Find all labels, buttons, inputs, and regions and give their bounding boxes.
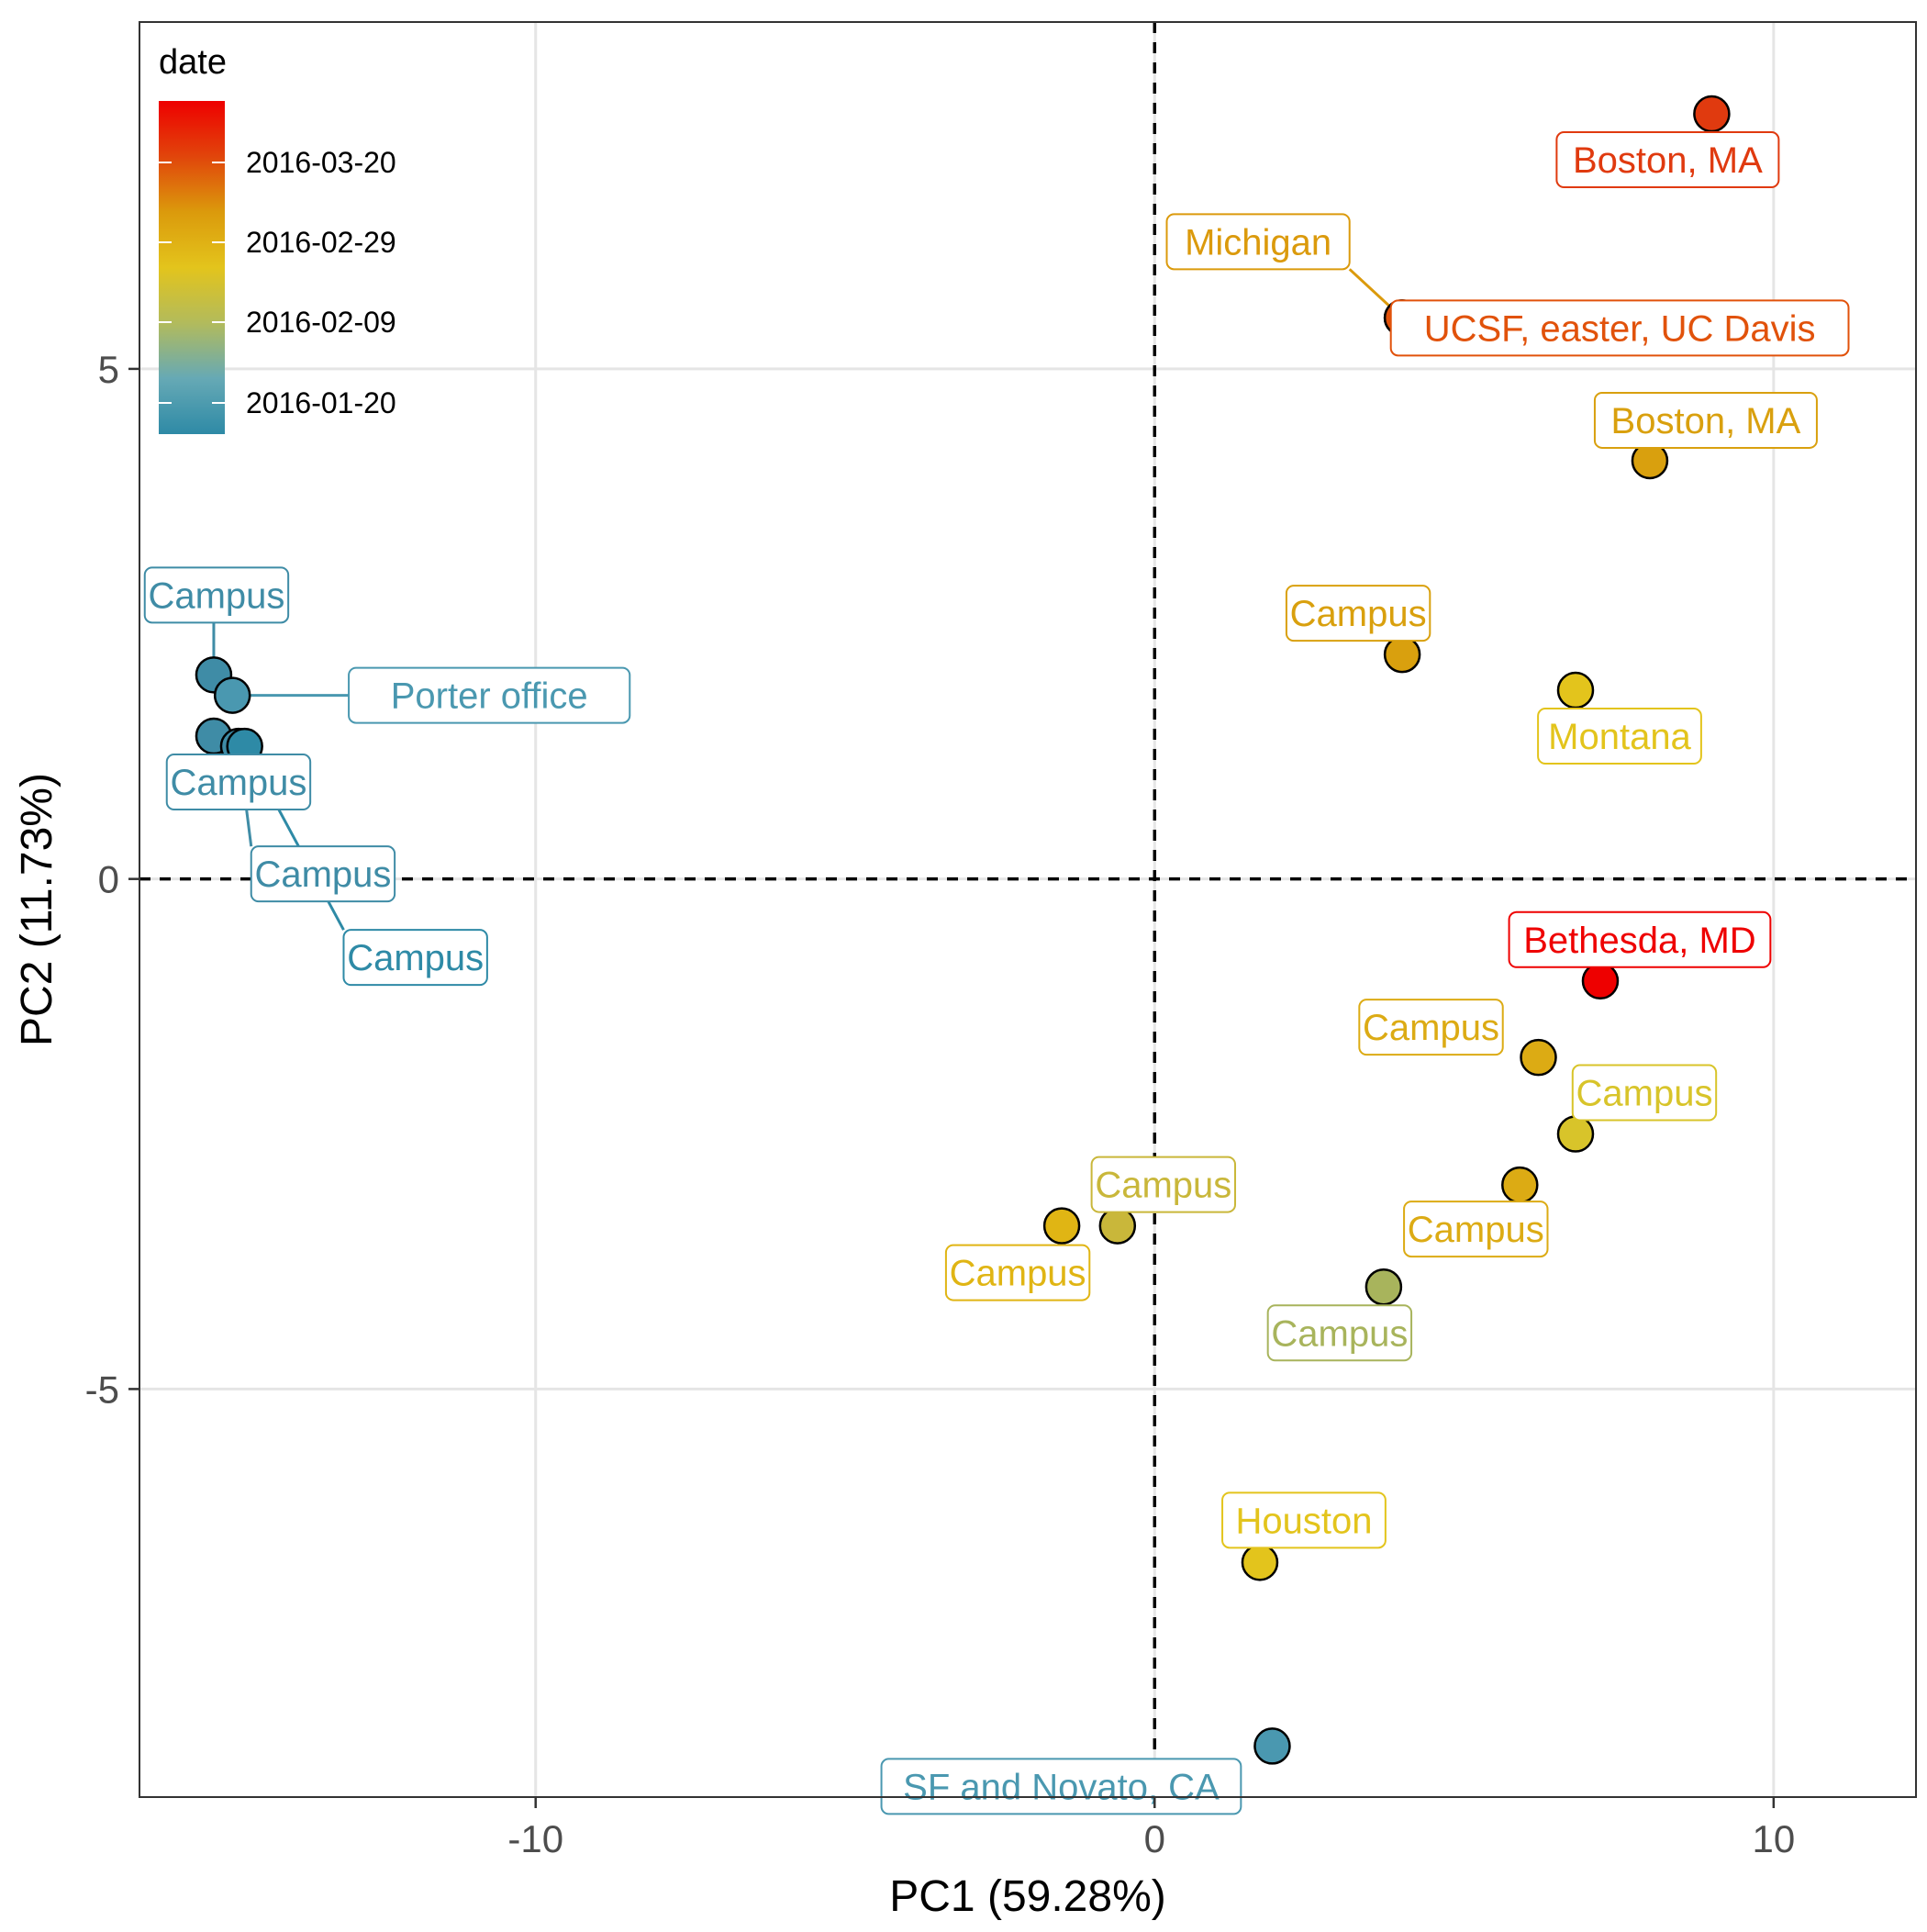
point-label-box — [1090, 1156, 1237, 1213]
point-label-box — [944, 1244, 1091, 1301]
point-label-text: Montana — [1548, 717, 1691, 757]
point-label-box — [1508, 910, 1772, 968]
data-point — [1501, 1166, 1539, 1204]
point-label: SF and Novato, CA — [880, 1758, 1242, 1815]
reference-lines — [139, 22, 1916, 1797]
point-label-text: Michigan — [1185, 222, 1331, 262]
point-label-text: Campus — [950, 1254, 1086, 1294]
x-axis-title: PC1 (59.28%) — [889, 1872, 1165, 1921]
point-label-text: Campus — [148, 575, 284, 616]
point-label-box — [1403, 1201, 1549, 1258]
point-label: Campus — [165, 754, 312, 811]
data-point — [1241, 1544, 1279, 1581]
point-label-box — [880, 1758, 1242, 1815]
plot-panel-border — [139, 21, 1917, 1798]
legend-title: date — [159, 43, 227, 82]
point-label-text: Boston, MA — [1573, 140, 1763, 181]
point-label: Campus — [342, 929, 488, 987]
data-point — [1042, 1207, 1081, 1245]
point-label: Porter office — [348, 666, 631, 724]
point-label: Campus — [1403, 1201, 1549, 1258]
point-labels: Boston, MA Michigan UCSF, easter, UC Davis… — [143, 131, 1850, 1815]
point-label-box — [1221, 1491, 1387, 1549]
point-label: Bethesda, MD — [1508, 910, 1772, 968]
data-point — [1383, 635, 1421, 674]
data-point — [1253, 1727, 1291, 1765]
point-label-box — [1389, 299, 1850, 357]
point-label-box — [342, 929, 488, 987]
grid-lines — [139, 22, 1916, 1797]
point-label-box — [348, 666, 631, 724]
point-label-box — [250, 845, 396, 903]
point-label-box — [165, 754, 312, 811]
data-point — [1556, 1115, 1595, 1153]
data-point — [1581, 962, 1620, 1000]
point-label: UCSF, easter, UC Davis — [1389, 299, 1850, 357]
point-label: Campus — [1090, 1156, 1237, 1213]
point-label-box — [1537, 708, 1702, 765]
data-point — [1693, 95, 1731, 133]
x-tick-label: -10 — [507, 1817, 563, 1860]
point-label-text: Campus — [347, 938, 484, 978]
data-point — [213, 676, 251, 714]
x-tick-label: 0 — [1144, 1817, 1165, 1860]
point-label-text: Campus — [1363, 1008, 1499, 1048]
point-label: Campus — [1285, 585, 1431, 642]
point-label-text: Campus — [1408, 1210, 1544, 1250]
point-label-box — [143, 566, 290, 624]
point-label-text: Campus — [1290, 594, 1427, 634]
point-label-box — [1555, 131, 1780, 189]
point-label-text: SF and Novato, CA — [903, 1767, 1220, 1807]
point-label-text: Campus — [1095, 1166, 1231, 1206]
y-axis-title: PC2 (11.73%) — [13, 773, 61, 1046]
y-tick-label: 0 — [98, 858, 119, 901]
point-label: Boston, MA — [1593, 391, 1818, 449]
point-label: Montana — [1537, 708, 1702, 765]
point-label-box — [1165, 213, 1351, 271]
color-legend: date 2016-03-20 2016-02-29 2016-02-09 2016-… — [159, 43, 396, 434]
point-label: Boston, MA — [1555, 131, 1780, 189]
point-label: Campus — [944, 1244, 1091, 1301]
point-label: Campus — [1358, 999, 1504, 1056]
data-point — [1098, 1207, 1137, 1245]
point-label-text: Porter office — [391, 676, 588, 717]
point-label-box — [1266, 1304, 1413, 1362]
legend-label: 2016-03-20 — [246, 146, 396, 179]
axis-ticks: -10 0 10 -5 0 5 — [85, 348, 1796, 1860]
y-tick-label: 5 — [98, 348, 119, 391]
point-label-text: Campus — [1576, 1074, 1713, 1114]
point-label-box — [1285, 585, 1431, 642]
point-label: Houston — [1221, 1491, 1387, 1549]
legend-label: 2016-01-20 — [246, 386, 396, 419]
point-label-text: Boston, MA — [1611, 401, 1801, 441]
point-label-text: Bethesda, MD — [1523, 921, 1755, 961]
point-label-text: Campus — [1271, 1313, 1408, 1354]
colorbar — [159, 101, 225, 434]
data-point — [1364, 1268, 1403, 1306]
legend-label: 2016-02-29 — [246, 226, 396, 259]
point-label-text: UCSF, easter, UC Davis — [1424, 308, 1816, 349]
point-label: Michigan — [1165, 213, 1351, 271]
point-label-text: Campus — [170, 763, 306, 803]
point-label-text: Campus — [254, 854, 391, 895]
y-tick-label: -5 — [85, 1368, 119, 1411]
point-label: Campus — [143, 566, 290, 624]
point-label: Campus — [1571, 1064, 1718, 1122]
point-label-box — [1571, 1064, 1718, 1122]
point-label-box — [1593, 391, 1818, 449]
legend-label: 2016-02-09 — [246, 306, 396, 339]
point-label-text: Houston — [1235, 1501, 1372, 1541]
point-label-box — [1358, 999, 1504, 1056]
data-point — [1520, 1038, 1557, 1077]
data-point — [1556, 671, 1595, 709]
point-label: Campus — [1266, 1304, 1413, 1362]
point-label: Campus — [250, 845, 396, 903]
x-tick-label: 10 — [1752, 1817, 1795, 1860]
